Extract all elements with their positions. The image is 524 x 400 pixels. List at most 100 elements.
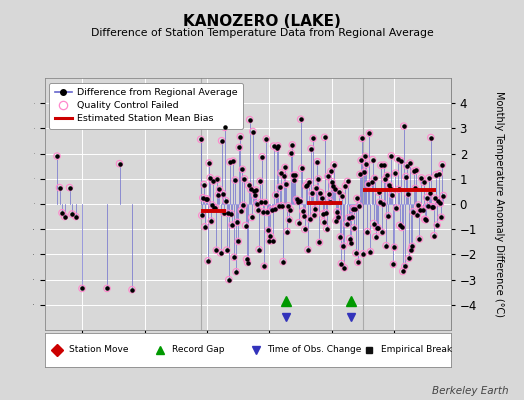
Point bbox=[321, 134, 329, 140]
Point bbox=[336, 234, 344, 240]
Point bbox=[392, 205, 401, 211]
Point bbox=[388, 192, 397, 198]
Point bbox=[368, 156, 377, 163]
Point bbox=[405, 255, 413, 262]
Point bbox=[292, 196, 301, 202]
Point bbox=[60, 214, 69, 220]
Point bbox=[344, 214, 353, 221]
Point bbox=[314, 176, 323, 182]
Point bbox=[280, 173, 288, 179]
Point bbox=[430, 232, 438, 239]
Point bbox=[280, 173, 288, 179]
Point bbox=[395, 186, 403, 192]
Point bbox=[266, 233, 275, 239]
Point bbox=[408, 243, 416, 250]
Point bbox=[68, 211, 76, 217]
Point bbox=[248, 128, 257, 135]
Point bbox=[382, 242, 390, 249]
Point bbox=[428, 204, 436, 210]
Point bbox=[373, 224, 381, 231]
Point bbox=[201, 224, 209, 230]
Point bbox=[257, 199, 265, 206]
Point bbox=[72, 214, 80, 220]
Point bbox=[333, 208, 341, 215]
Point bbox=[307, 146, 315, 152]
Point bbox=[286, 206, 294, 213]
Point bbox=[381, 176, 389, 182]
Point bbox=[299, 208, 307, 214]
Point bbox=[328, 178, 336, 185]
Point bbox=[348, 206, 357, 212]
Point bbox=[360, 169, 368, 175]
Point bbox=[66, 184, 74, 191]
Point bbox=[424, 175, 433, 181]
Point bbox=[323, 226, 331, 232]
Point bbox=[206, 174, 214, 181]
Point bbox=[322, 210, 330, 216]
Point bbox=[362, 161, 370, 168]
Point bbox=[225, 276, 233, 283]
Point bbox=[435, 170, 443, 177]
Point bbox=[250, 192, 259, 198]
Point bbox=[214, 191, 223, 198]
Point bbox=[259, 209, 267, 215]
Point bbox=[412, 167, 420, 174]
Point bbox=[425, 190, 434, 196]
Point bbox=[335, 188, 343, 195]
Point bbox=[358, 135, 366, 142]
Point bbox=[407, 247, 415, 253]
Point bbox=[410, 168, 418, 174]
Point bbox=[235, 144, 244, 150]
Point bbox=[208, 202, 216, 208]
Point bbox=[422, 194, 431, 201]
Point bbox=[315, 239, 324, 246]
Point bbox=[429, 204, 437, 210]
Point bbox=[302, 182, 310, 189]
Point bbox=[66, 184, 74, 191]
Point bbox=[345, 235, 354, 242]
Point bbox=[128, 286, 136, 293]
Point bbox=[347, 214, 356, 220]
Point bbox=[205, 160, 213, 166]
Point bbox=[202, 196, 210, 202]
Point bbox=[222, 197, 230, 204]
Point bbox=[387, 153, 396, 159]
Point bbox=[379, 200, 387, 207]
Point bbox=[396, 222, 404, 228]
Point bbox=[421, 217, 430, 223]
Point bbox=[198, 212, 206, 218]
Point bbox=[201, 224, 209, 230]
Point bbox=[249, 187, 258, 194]
Legend: Difference from Regional Average, Quality Control Failed, Estimated Station Mean: Difference from Regional Average, Qualit… bbox=[49, 83, 243, 129]
Point bbox=[300, 212, 308, 219]
Point bbox=[359, 251, 367, 257]
Point bbox=[351, 206, 359, 212]
Point bbox=[264, 227, 272, 234]
Point bbox=[202, 196, 210, 202]
Point bbox=[303, 182, 311, 188]
Point bbox=[433, 222, 441, 228]
Point bbox=[308, 190, 316, 197]
Point bbox=[366, 248, 375, 255]
Point bbox=[245, 116, 254, 123]
Point bbox=[419, 179, 428, 185]
Point bbox=[364, 181, 373, 188]
Point bbox=[226, 159, 234, 165]
Point bbox=[203, 196, 211, 202]
Point bbox=[265, 238, 274, 244]
Point bbox=[256, 178, 264, 184]
Point bbox=[369, 220, 378, 227]
Point bbox=[219, 190, 227, 197]
Point bbox=[434, 198, 442, 204]
Point bbox=[418, 206, 427, 213]
Point bbox=[284, 203, 292, 209]
Point bbox=[318, 195, 326, 201]
Point bbox=[386, 185, 395, 192]
Point bbox=[362, 161, 370, 168]
Point bbox=[377, 162, 385, 168]
Point bbox=[386, 185, 395, 192]
Point bbox=[285, 217, 293, 223]
Point bbox=[60, 214, 69, 220]
Text: Empirical Break: Empirical Break bbox=[381, 345, 452, 354]
Point bbox=[313, 158, 322, 165]
